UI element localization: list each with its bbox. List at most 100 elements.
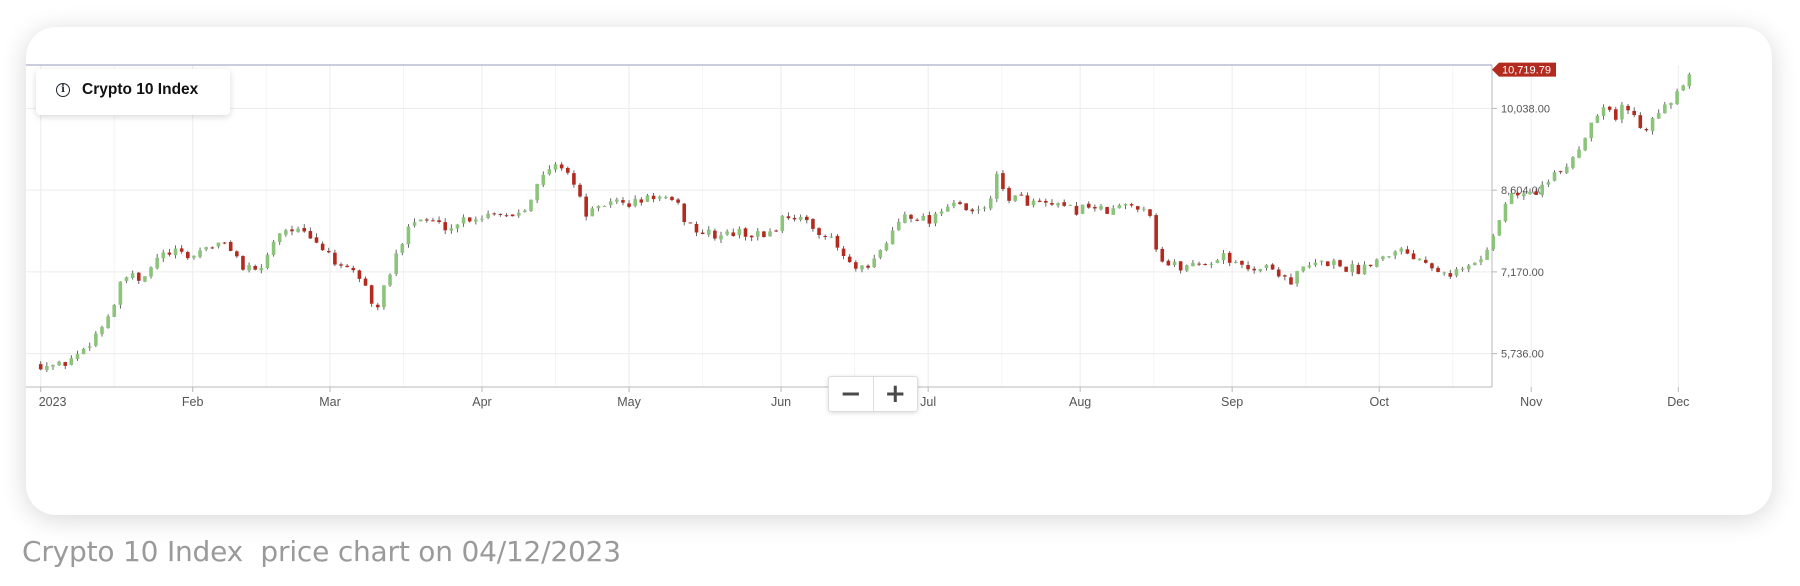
x-tick-label: Feb <box>182 395 204 409</box>
candle-body-down <box>498 213 503 215</box>
candle-body-down <box>363 278 368 286</box>
candle <box>1626 104 1630 114</box>
candle <box>1050 199 1054 206</box>
candle <box>976 205 981 214</box>
candle <box>854 260 858 272</box>
candle <box>958 200 962 205</box>
candle <box>130 270 135 280</box>
candle <box>1454 267 1459 278</box>
candle-body-down <box>743 228 748 237</box>
candle <box>1656 109 1661 119</box>
candle-body-down <box>467 217 472 222</box>
candle-body-up <box>480 218 484 220</box>
x-tick-label: Dec <box>1667 395 1689 409</box>
candle <box>1338 259 1342 268</box>
candle-body-up <box>933 213 938 224</box>
chart-caption: Crypto 10 Index price chart on 04/12/202… <box>22 535 621 568</box>
candle <box>1093 204 1097 212</box>
candle-body-down <box>823 235 827 237</box>
candle <box>798 214 803 222</box>
candle-body-down <box>1019 194 1024 196</box>
candle <box>363 276 368 286</box>
candle <box>927 211 932 227</box>
candle-body-down <box>700 232 705 235</box>
candle <box>1044 198 1048 207</box>
candle <box>1252 266 1257 274</box>
candle-body-down <box>320 243 325 251</box>
candle <box>1221 249 1226 264</box>
candle <box>1332 258 1336 269</box>
candle <box>1405 245 1410 255</box>
candle <box>1442 271 1446 276</box>
candle <box>1374 258 1379 268</box>
candle-body-down <box>290 229 294 232</box>
candle-body-up <box>192 255 196 258</box>
candle <box>57 360 61 367</box>
candle-body-up <box>657 196 662 199</box>
candle <box>1503 202 1508 223</box>
candle <box>69 355 74 366</box>
candle <box>1056 202 1060 208</box>
candle-body-down <box>1411 253 1416 260</box>
candle <box>302 224 307 233</box>
zoom-in-button[interactable]: + <box>873 377 917 411</box>
candle <box>909 213 913 223</box>
candle <box>1111 205 1116 215</box>
candle-body-up <box>1571 157 1575 168</box>
candle <box>553 162 558 173</box>
candle <box>1424 256 1428 264</box>
candle <box>1007 186 1011 204</box>
candle-body-down <box>817 228 821 236</box>
candle <box>394 249 398 277</box>
candle-body-down <box>749 235 754 238</box>
candle <box>1632 107 1636 118</box>
candle <box>467 217 472 223</box>
candle <box>584 193 588 221</box>
info-icon[interactable]: i <box>56 83 70 97</box>
candle-body-up <box>1099 205 1103 210</box>
candle <box>1577 146 1581 159</box>
candle-body-up <box>1675 91 1679 104</box>
candle-body-down <box>1534 191 1538 195</box>
candle-body-up <box>1589 122 1594 139</box>
candle <box>565 166 570 175</box>
zoom-out-button[interactable]: − <box>829 377 873 411</box>
candle <box>504 213 509 218</box>
chart-info-box[interactable]: i Crypto 10 Index <box>36 69 230 115</box>
candle-body-down <box>1025 195 1030 206</box>
candle <box>1552 170 1557 182</box>
candle <box>437 216 441 224</box>
candle <box>762 230 766 238</box>
candle-body-down <box>1086 203 1091 208</box>
candle-body-down <box>302 227 307 232</box>
candle-body-down <box>1430 263 1434 269</box>
candle <box>375 302 380 311</box>
candle <box>1258 268 1263 273</box>
candle-body-down <box>1289 277 1293 285</box>
candle <box>87 342 92 351</box>
candle <box>952 199 956 209</box>
candle-body-down <box>326 250 331 253</box>
zoom-separator <box>872 377 874 411</box>
candle <box>198 247 202 259</box>
candle-body-up <box>994 173 999 199</box>
candle <box>1466 263 1471 273</box>
candle <box>1558 170 1563 175</box>
candle-body-up <box>1172 261 1177 266</box>
candle-body-up <box>1528 191 1532 195</box>
candle-body-down <box>1135 206 1140 210</box>
candle <box>872 254 877 269</box>
candle <box>1595 114 1600 124</box>
minus-icon: − <box>839 379 862 409</box>
candle <box>1227 251 1232 267</box>
candle-body-down <box>222 242 227 244</box>
candle-body-down <box>792 217 797 220</box>
candle <box>155 253 159 270</box>
candle-body-down <box>909 214 913 219</box>
candle-body-down <box>136 272 141 281</box>
candle-body-up <box>1080 204 1085 214</box>
candle-body-up <box>737 228 742 236</box>
candle <box>1607 105 1612 112</box>
candle-body-up <box>1491 235 1496 250</box>
candle-body-up <box>81 348 86 355</box>
